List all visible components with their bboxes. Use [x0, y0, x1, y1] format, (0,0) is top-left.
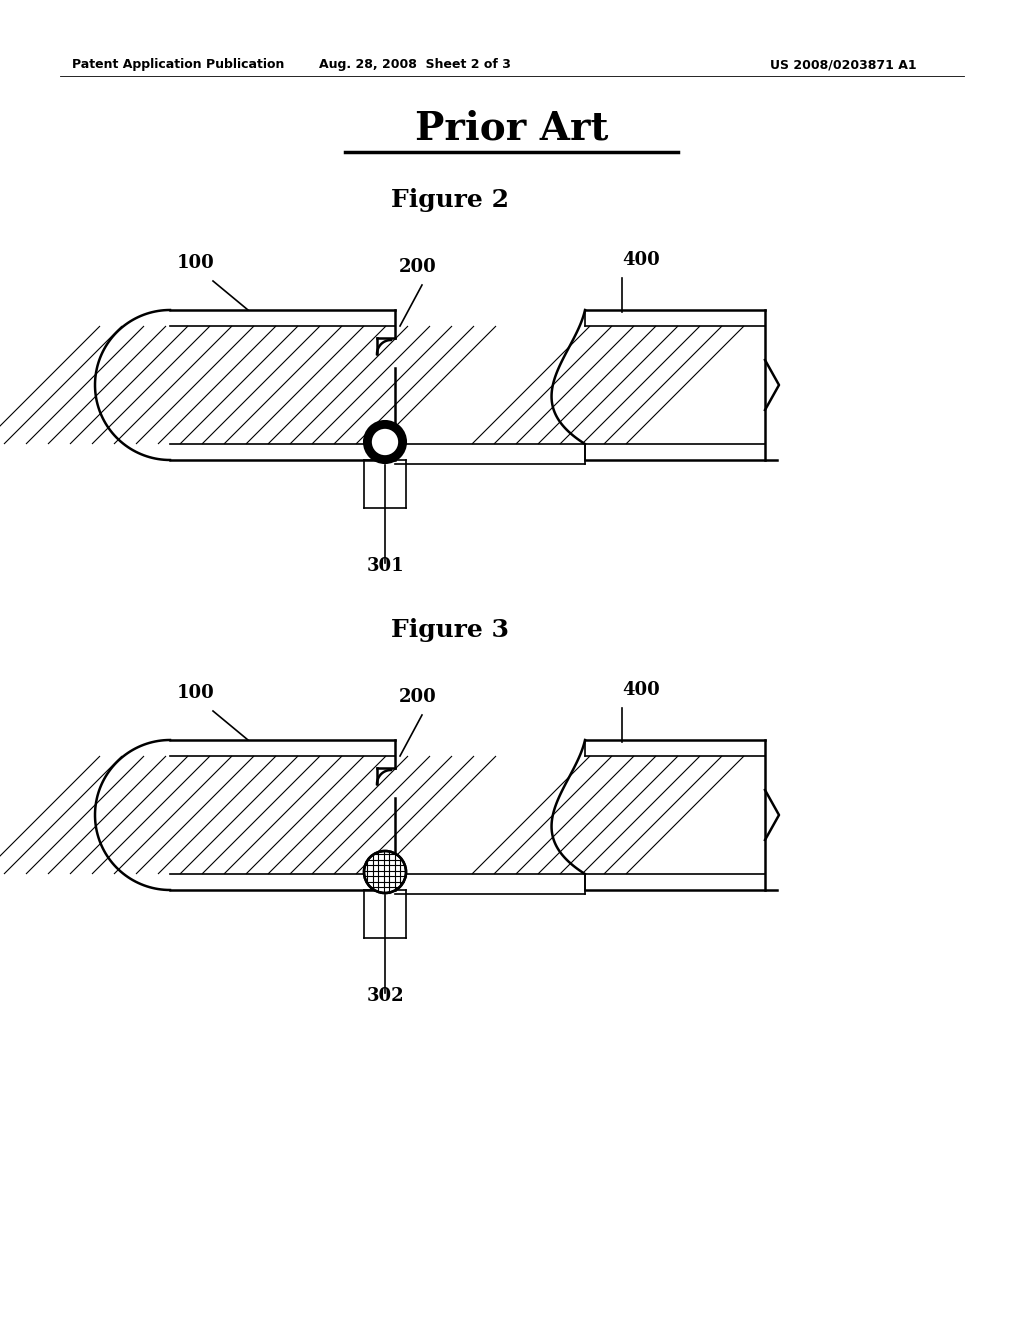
- Text: Figure 2: Figure 2: [391, 187, 509, 213]
- Text: 400: 400: [622, 251, 659, 269]
- Circle shape: [371, 428, 399, 455]
- Text: Aug. 28, 2008  Sheet 2 of 3: Aug. 28, 2008 Sheet 2 of 3: [319, 58, 511, 71]
- Text: Figure 3: Figure 3: [391, 618, 509, 642]
- Text: 200: 200: [399, 257, 437, 276]
- Text: 200: 200: [399, 688, 437, 706]
- Circle shape: [364, 851, 406, 894]
- Text: 100: 100: [177, 253, 215, 272]
- Circle shape: [364, 421, 406, 463]
- Text: 100: 100: [177, 684, 215, 702]
- Text: Patent Application Publication: Patent Application Publication: [72, 58, 285, 71]
- Text: 301: 301: [367, 557, 403, 576]
- Text: US 2008/0203871 A1: US 2008/0203871 A1: [770, 58, 916, 71]
- Text: Prior Art: Prior Art: [416, 110, 608, 148]
- Text: 302: 302: [367, 987, 403, 1005]
- Text: 400: 400: [622, 681, 659, 700]
